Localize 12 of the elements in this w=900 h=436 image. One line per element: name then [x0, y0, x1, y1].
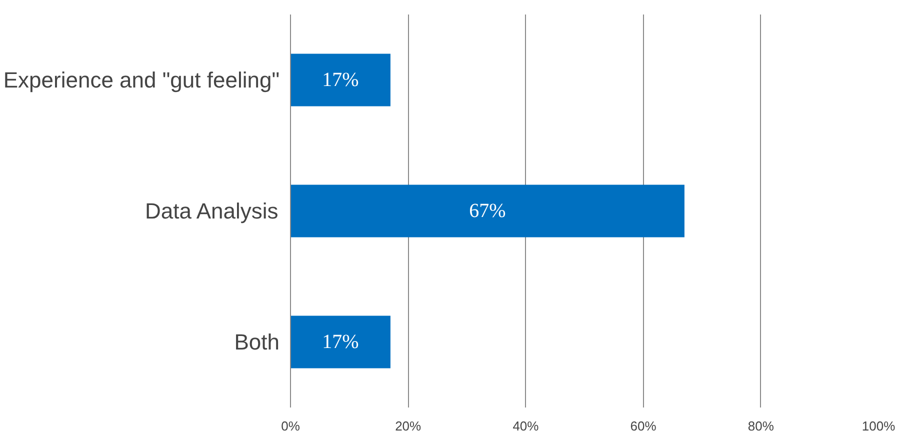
y-tick-label: Experience and "gut feeling" — [3, 68, 280, 92]
x-tick-label: 60% — [630, 418, 657, 434]
data-label: 17% — [322, 69, 359, 91]
data-label: 17% — [322, 331, 359, 353]
y-tick-label: Data Analysis — [144, 198, 278, 224]
x-tick-label: 80% — [748, 418, 774, 434]
x-tick-label: 40% — [512, 418, 540, 434]
x-tick-label: 20% — [395, 418, 422, 434]
x-tick-label: 100% — [862, 418, 896, 434]
x-tick-label: 0% — [281, 418, 300, 434]
data-label: 67% — [469, 200, 506, 222]
y-tick-label: Both — [234, 330, 280, 354]
